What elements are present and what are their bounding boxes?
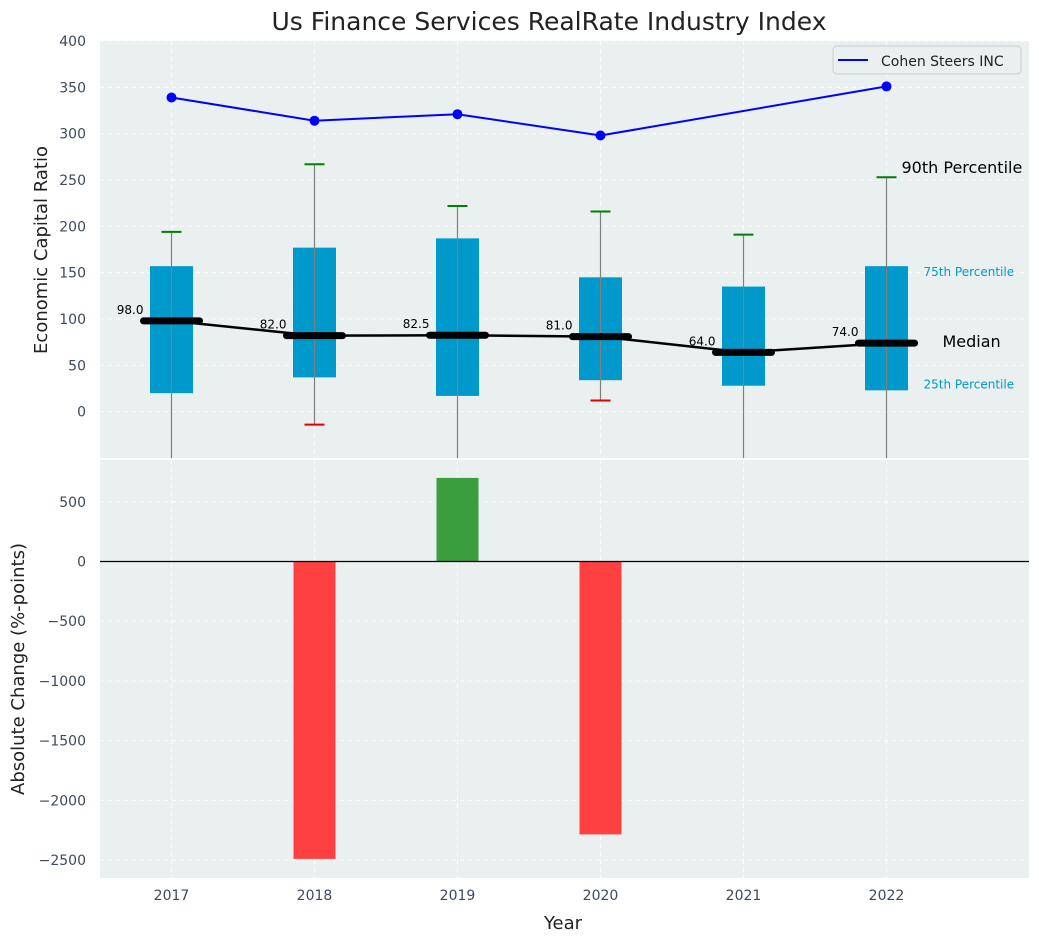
median-value-label: 82.0	[260, 318, 287, 332]
top-y-tick-label: 100	[59, 312, 86, 328]
median-value-label: 81.0	[546, 319, 573, 333]
median-annotation: Median	[943, 332, 1001, 351]
median-value-label: 64.0	[689, 334, 716, 348]
top-y-tick-label: 50	[68, 358, 86, 374]
bottom-plot-area	[100, 460, 1029, 878]
x-tick-label: 2017	[154, 888, 190, 904]
chart-title: Us Finance Services RealRate Industry In…	[272, 7, 827, 36]
bottom-y-tick-label: −500	[48, 614, 86, 630]
bottom-y-axis-title: Absolute Change (%-points)	[8, 543, 29, 795]
median-value-label: 74.0	[832, 325, 859, 339]
bottom-y-tick-label: −2500	[39, 853, 86, 869]
x-tick-label: 2019	[440, 888, 476, 904]
change-bar	[436, 477, 479, 562]
series-point	[309, 115, 320, 126]
bottom-y-tick-label: 0	[77, 555, 86, 571]
p90-annotation: 90th Percentile	[902, 158, 1023, 177]
p25-annotation: 25th Percentile	[924, 377, 1015, 391]
legend-label: Cohen Steers INC	[881, 54, 1004, 70]
x-tick-label: 2018	[297, 888, 333, 904]
top-panel: 0 50 100 150 200 250 300 350 400 98.0 82.0 82.5 81.…	[31, 34, 1029, 458]
top-y-tick-label: 400	[59, 34, 86, 50]
series-point	[166, 92, 177, 103]
top-y-axis-title: Economic Capital Ratio	[31, 146, 52, 354]
change-bar	[293, 561, 336, 859]
x-axis-title: Year	[543, 913, 583, 934]
series-point	[452, 109, 463, 120]
top-y-tick-label: 200	[59, 219, 86, 235]
top-y-ticks: 0 50 100 150 200 250 300 350 400	[59, 34, 86, 421]
legend-box	[832, 45, 1022, 75]
box-plot: 98.0 82.0 82.5 81.0 64.0 74.0	[117, 163, 918, 458]
top-y-tick-label: 350	[59, 80, 86, 96]
top-y-tick-label: 150	[59, 266, 86, 282]
bottom-y-ticks: −2500 −2000 −1500 −1000 −500 0 500	[39, 495, 86, 869]
top-y-tick-label: 0	[77, 405, 86, 421]
bottom-y-tick-label: −1500	[39, 734, 86, 750]
percentile-annotations: 90th Percentile 75th Percentile Median 25th…	[902, 158, 1023, 391]
median-value-label: 98.0	[117, 303, 144, 317]
p75-annotation: 75th Percentile	[924, 265, 1015, 279]
bottom-y-tick-label: −2000	[39, 793, 86, 809]
x-tick-label: 2020	[583, 888, 619, 904]
series-point	[595, 130, 606, 141]
bottom-y-tick-label: 500	[59, 495, 86, 511]
x-ticks: 2017 2018 2019 2020 2021 2022	[154, 888, 905, 904]
change-bars	[100, 477, 1029, 859]
top-y-tick-label: 250	[59, 173, 86, 189]
x-tick-label: 2022	[869, 888, 905, 904]
top-y-tick-label: 300	[59, 127, 86, 143]
median-value-label: 82.5	[403, 317, 430, 331]
legend[interactable]: Cohen Steers INC	[832, 45, 1022, 75]
x-tick-label: 2021	[726, 888, 762, 904]
change-bar	[579, 561, 622, 835]
company-series	[166, 81, 892, 141]
series-point	[881, 81, 892, 92]
top-plot-area	[100, 41, 1029, 458]
bottom-y-tick-label: −1000	[39, 674, 86, 690]
